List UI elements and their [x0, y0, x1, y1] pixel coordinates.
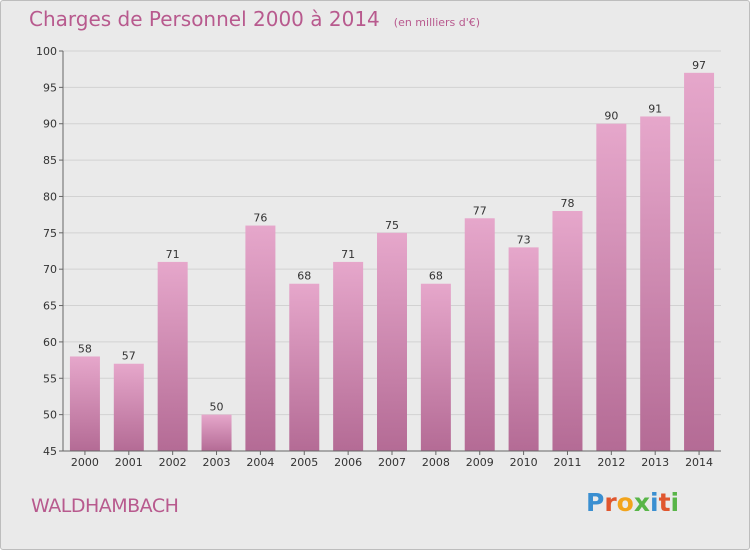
bar-2012	[596, 123, 627, 452]
bars: 58 57 71 50 76 68 71 75 68 77 73 78 90 91 97	[69, 59, 715, 452]
y-tick-label: 60	[43, 336, 57, 349]
y-tick-label: 100	[36, 45, 57, 58]
data-label: 71	[166, 248, 180, 261]
x-tick-label: 2008	[422, 456, 450, 469]
bar-2004	[245, 225, 276, 451]
data-label: 75	[385, 219, 399, 232]
chart-title-text: Charges de Personnel 2000 à 2014	[29, 7, 380, 31]
logo-letter: i	[670, 488, 680, 517]
y-tick-label: 50	[43, 409, 57, 422]
bar-2014	[684, 72, 715, 452]
y-tick-label: 80	[43, 190, 57, 203]
y-tick-label: 55	[43, 372, 57, 385]
logo-letter: x	[633, 488, 650, 517]
data-label: 71	[341, 248, 355, 261]
data-label: 68	[297, 270, 311, 283]
bar-2001	[113, 363, 144, 451]
bar-2011	[552, 211, 583, 451]
data-label: 76	[253, 212, 267, 225]
chart-subtitle: (en milliers d'€)	[393, 16, 481, 29]
data-label: 90	[604, 110, 618, 123]
x-tick-label: 2004	[246, 456, 274, 469]
y-tick-label: 65	[43, 300, 57, 313]
proxiti-logo: Proxiti	[586, 488, 679, 517]
bar-2006	[333, 261, 364, 451]
data-label: 77	[473, 204, 487, 217]
x-tick-label: 2006	[334, 456, 362, 469]
data-label: 73	[517, 233, 531, 246]
logo-letter: r	[604, 488, 617, 517]
y-tick-label: 70	[43, 263, 57, 276]
logo-letter: i	[650, 488, 659, 517]
x-tick-label: 2003	[203, 456, 231, 469]
data-label: 50	[210, 401, 224, 414]
y-tick-label: 75	[43, 227, 57, 240]
data-label: 68	[429, 270, 443, 283]
logo-letter: o	[616, 488, 634, 517]
logo-letter: t	[658, 488, 671, 517]
bar-2003	[201, 414, 232, 451]
x-tick-label: 2000	[71, 456, 99, 469]
x-tick-label: 2013	[641, 456, 669, 469]
bar-2013	[640, 116, 671, 452]
data-label: 57	[122, 350, 136, 363]
x-tick-label: 2005	[290, 456, 318, 469]
commune-name: WALDHAMBACH	[31, 495, 179, 517]
chart-title: Charges de Personnel 2000 à 2014 (en mill…	[29, 7, 480, 31]
data-label: 78	[560, 197, 574, 210]
data-label: 91	[648, 102, 662, 115]
y-tick-label: 95	[43, 81, 57, 94]
data-label: 58	[78, 342, 92, 355]
x-tick-label: 2012	[597, 456, 625, 469]
x-tick-label: 2010	[510, 456, 538, 469]
bar-2002	[157, 261, 188, 451]
y-tick-label: 45	[43, 445, 57, 458]
bar-2010	[508, 247, 539, 451]
bar-2009	[464, 218, 495, 451]
bar-2007	[377, 232, 407, 451]
x-tick-label: 2014	[685, 456, 713, 469]
x-tick-label: 2001	[115, 456, 143, 469]
x-tick-label: 2011	[553, 456, 581, 469]
y-tick-label: 85	[43, 154, 57, 167]
bar-2000	[69, 356, 100, 451]
bar-2005	[289, 283, 320, 451]
logo-letter: P	[586, 488, 605, 517]
bar-2008	[420, 283, 451, 451]
axes: 45 50 55 60 65 70 75 80 85 90 95 100 2000 2001 2002 200…	[36, 45, 721, 469]
x-tick-label: 2007	[378, 456, 406, 469]
x-tick-label: 2002	[159, 456, 187, 469]
x-tick-label: 2009	[466, 456, 494, 469]
y-tick-label: 90	[43, 118, 57, 131]
data-label: 97	[692, 59, 706, 72]
